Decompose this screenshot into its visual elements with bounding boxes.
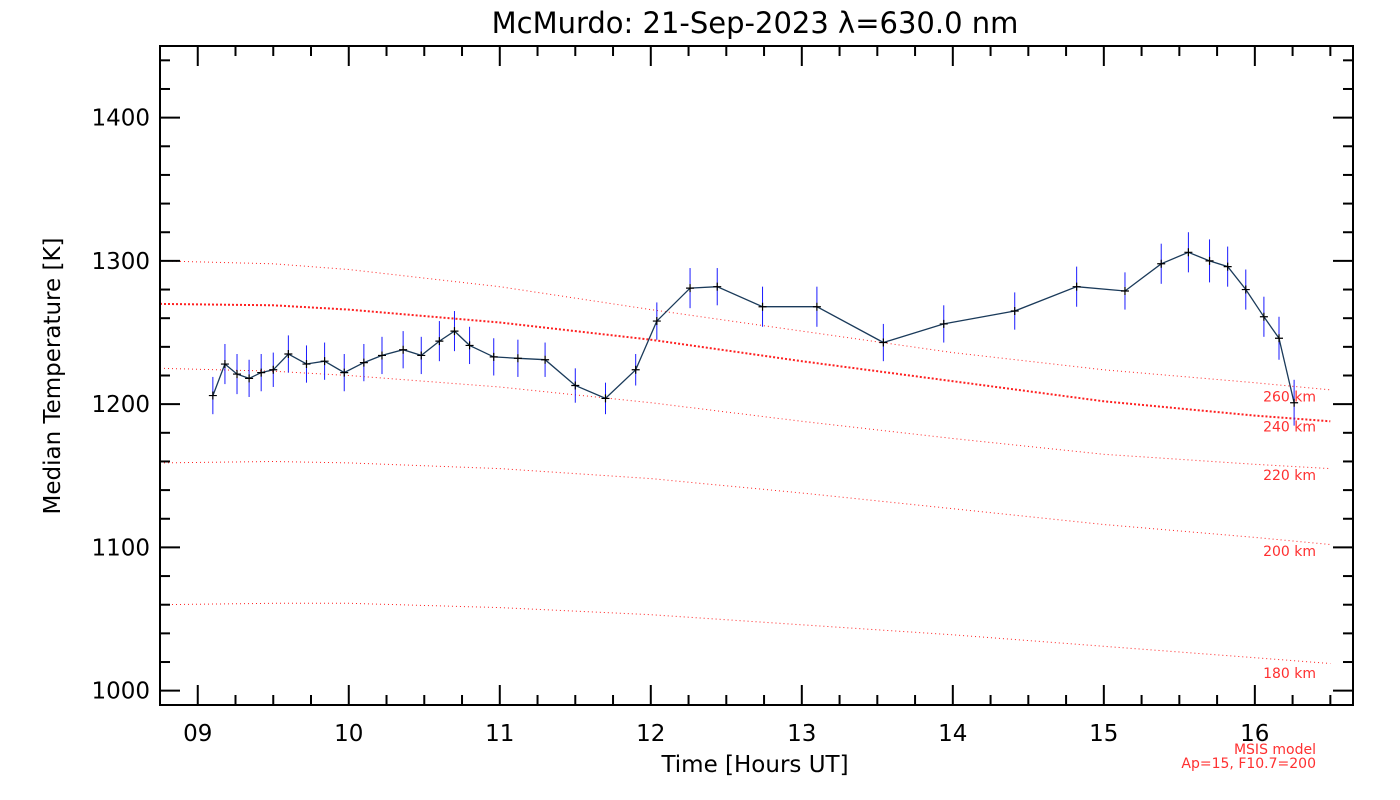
plot-frame	[159, 45, 1354, 706]
data-point	[1072, 282, 1081, 291]
data-point	[1259, 312, 1268, 321]
data-point	[208, 391, 217, 400]
data-point	[1290, 398, 1299, 407]
data-point	[652, 317, 661, 326]
y-tick-label: 1300	[91, 249, 150, 275]
model-altitude-label: 260 km	[1263, 389, 1316, 405]
chart-title: McMurdo: 21-Sep-2023 λ=630.0 nm	[492, 6, 1019, 40]
data-point	[340, 368, 349, 377]
data-point	[1010, 307, 1019, 316]
x-tick-label: 15	[1089, 721, 1118, 747]
model-line-2	[159, 367, 1331, 470]
x-tick-label: 12	[636, 721, 665, 747]
x-axis-label: Time [Hours UT]	[660, 752, 848, 778]
msis-model-label: MSIS model	[1234, 742, 1316, 758]
data-point	[465, 341, 474, 350]
y-tick-label: 1100	[91, 535, 150, 561]
x-tick-label: 10	[334, 721, 363, 747]
data-point	[812, 302, 821, 311]
model-lines: 260 km 240 km 220 km 200 km 180 km	[159, 260, 1331, 682]
msis-model-params: Ap=15, F10.7=200	[1181, 756, 1316, 772]
model-line-0	[159, 260, 1331, 391]
data-point	[1223, 262, 1232, 271]
data-point	[435, 337, 444, 346]
data-point	[1241, 285, 1250, 294]
data-point	[257, 368, 266, 377]
data-point	[541, 355, 550, 364]
model-altitude-label: 200 km	[1263, 544, 1316, 560]
y-tick-label: 1200	[91, 392, 150, 418]
data-point	[571, 381, 580, 390]
data-point	[399, 345, 408, 354]
data-point	[713, 282, 722, 291]
axes: 1000 1100 1200 1300 1400 09 10 11 12 13 14 15 16	[91, 46, 1353, 747]
data-point	[284, 350, 293, 359]
model-altitude-label: 240 km	[1263, 419, 1316, 435]
data-point	[233, 370, 242, 379]
model-altitude-label: 220 km	[1263, 468, 1316, 484]
x-tick-label: 13	[787, 721, 816, 747]
data-point	[245, 374, 254, 383]
data-point	[879, 338, 888, 347]
x-tick-label: 14	[938, 721, 967, 747]
data-point	[377, 351, 386, 360]
data-point	[513, 354, 522, 363]
data-point	[1184, 248, 1193, 257]
y-axis-label: Median Temperature [K]	[40, 238, 66, 515]
data-point	[758, 302, 767, 311]
data-point	[686, 284, 695, 293]
series-line	[212, 251, 1295, 403]
data-point	[269, 365, 278, 374]
data-point	[302, 360, 311, 369]
data-point	[1157, 259, 1166, 268]
model-line-4	[159, 602, 1331, 664]
data-point	[1275, 334, 1283, 343]
data-point	[220, 360, 229, 369]
data-point	[1120, 286, 1129, 295]
x-tick-label: 09	[183, 721, 212, 747]
data-point	[939, 319, 948, 328]
model-line-3	[159, 460, 1331, 545]
model-line-1	[159, 302, 1331, 423]
data-series	[208, 232, 1299, 426]
x-tick-label: 11	[485, 721, 514, 747]
x-tick-label: 16	[1240, 721, 1269, 747]
data-point	[417, 351, 426, 360]
data-point	[450, 327, 459, 336]
y-tick-label: 1000	[91, 679, 150, 705]
data-point	[320, 357, 329, 366]
data-point	[631, 365, 640, 374]
data-point	[359, 358, 368, 367]
model-altitude-label: 180 km	[1263, 666, 1316, 682]
data-point	[489, 352, 498, 361]
data-point	[601, 394, 610, 403]
data-point	[1205, 256, 1214, 265]
y-tick-label: 1400	[91, 106, 150, 132]
